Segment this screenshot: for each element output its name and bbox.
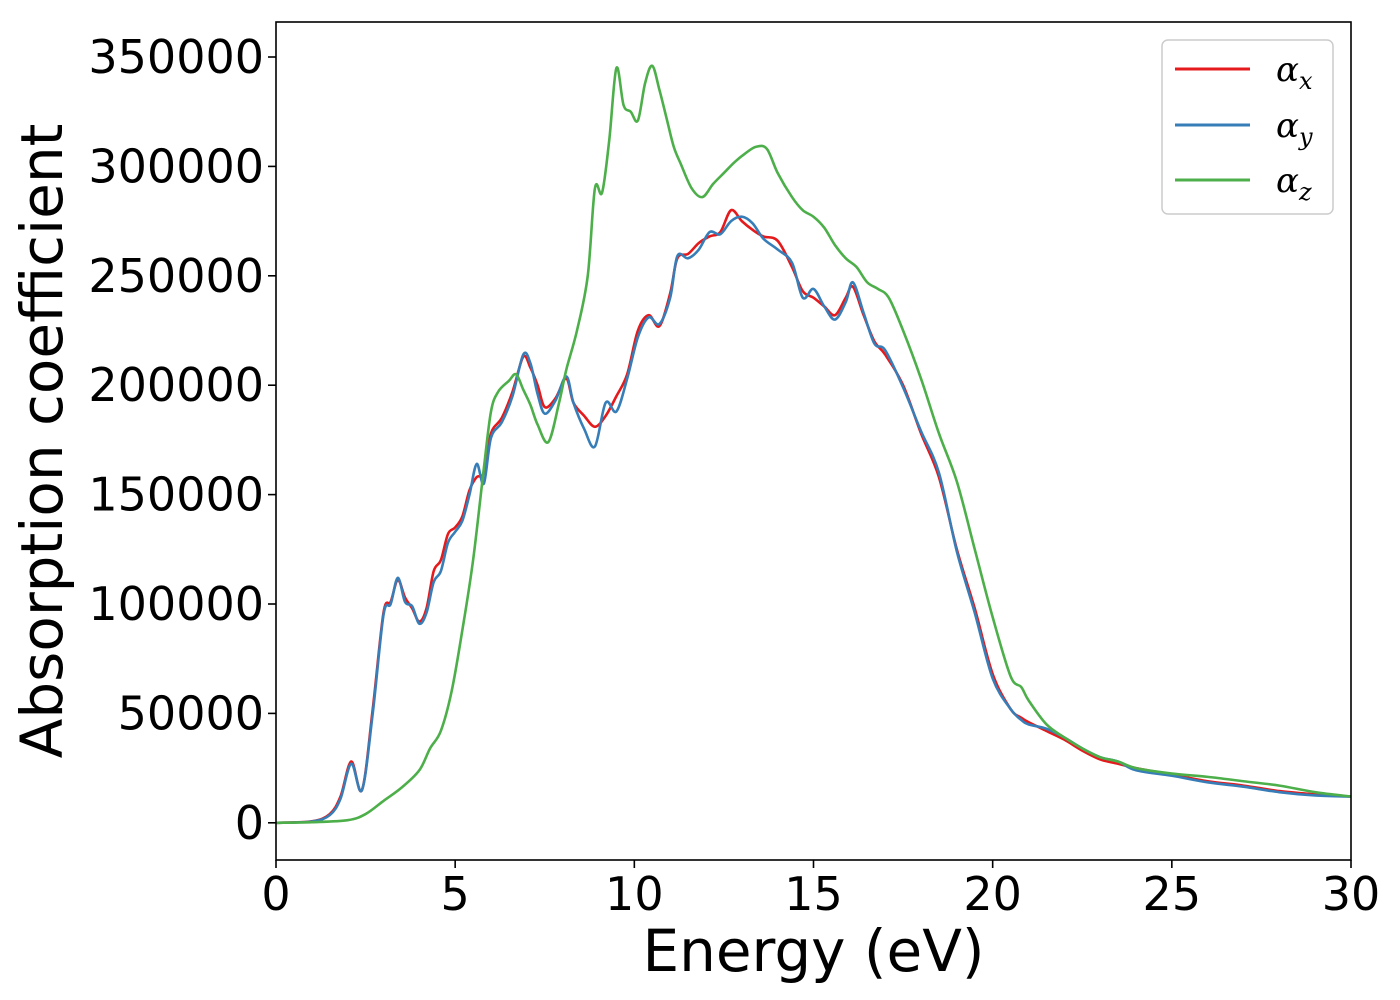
x-tick-label: 0 [261,867,290,921]
y-tick-label: 250000 [88,249,264,303]
legend-entry-x: αx [1276,50,1313,95]
legend-entry-y: αy [1276,106,1313,151]
x-tick-label: 5 [441,867,470,921]
x-axis-ticks: 0 5 10 15 20 25 30 [261,860,1380,921]
x-axis-label: Energy (eV) [642,917,984,985]
x-tick-label: 20 [963,867,1022,921]
x-tick-label: 30 [1322,867,1381,921]
y-tick-label: 150000 [88,468,264,522]
series-line-y [275,215,1352,825]
y-tick-label: 50000 [118,686,264,740]
y-axis-ticks: 0 50000 100000 150000 200000 250000 300000 3500… [88,30,276,850]
series-layer [275,64,1352,825]
y-tick-label: 300000 [88,139,264,193]
y-axis-label: Absorption coefficient [8,124,76,759]
legend: αx αy αz [1161,39,1334,215]
series-line-z [275,64,1352,825]
legend-box [1161,39,1334,215]
x-tick-label: 10 [605,867,664,921]
x-tick-label: 25 [1143,867,1202,921]
y-tick-label: 350000 [88,30,264,84]
y-tick-label: 0 [235,796,264,850]
y-tick-label: 100000 [88,577,264,631]
y-tick-label: 200000 [88,358,264,412]
legend-entry-z: αz [1276,161,1312,206]
x-tick-label: 15 [784,867,843,921]
